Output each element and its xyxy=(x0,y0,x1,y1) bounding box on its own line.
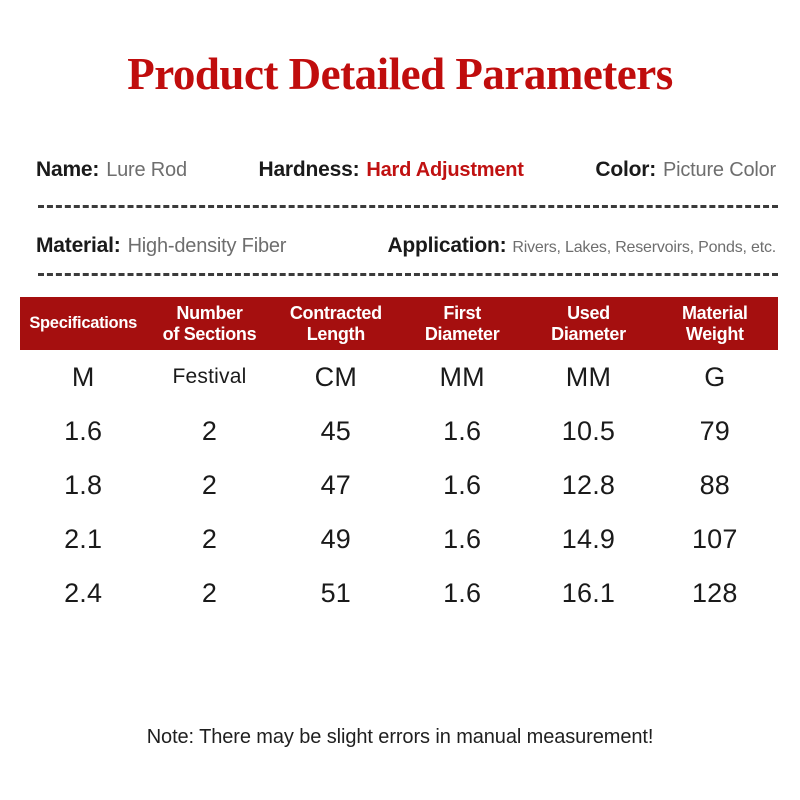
spec-label-application: Application: xyxy=(387,234,507,257)
spec-label-name: Name: xyxy=(36,158,100,181)
spec-row-name-hardness-color: Name: Lure Rod Hardness: Hard Adjustment… xyxy=(36,158,776,182)
table-row: 2.1 2 49 1.6 14.9 107 xyxy=(20,512,778,566)
measurement-note: Note: There may be slight errors in manu… xyxy=(146,726,654,748)
cell-used-diameter: 12.8 xyxy=(561,469,616,500)
cell-contracted-length: 49 xyxy=(320,523,352,554)
header-line-1: Material xyxy=(681,302,748,323)
specification-table: Specifications Number of Sections Contra… xyxy=(20,297,778,620)
unit-cell-specifications: M xyxy=(71,361,95,392)
spec-label-color: Color: xyxy=(595,158,656,181)
spec-value-name: Lure Rod xyxy=(106,159,187,181)
spec-item-hardness: Hardness: Hard Adjustment xyxy=(258,158,523,182)
cell-contracted-length: 51 xyxy=(320,577,352,608)
table-header-row: Specifications Number of Sections Contra… xyxy=(20,297,778,350)
cell-first-diameter: 1.6 xyxy=(443,523,482,554)
header-line-2: of Sections xyxy=(162,323,257,344)
cell-specifications: 2.4 xyxy=(64,577,103,608)
spec-label-hardness: Hardness: xyxy=(258,158,360,181)
cell-number-of-sections: 2 xyxy=(201,469,218,500)
header-line-1: Number xyxy=(176,302,243,323)
header-line-2: Diameter xyxy=(551,323,626,344)
unit-cell-contracted-length: CM xyxy=(314,361,358,392)
cell-first-diameter: 1.6 xyxy=(443,577,482,608)
cell-specifications: 1.8 xyxy=(64,469,103,500)
cell-number-of-sections: 2 xyxy=(201,577,218,608)
spec-value-material: High-density Fiber xyxy=(127,235,287,257)
spec-row-material-application: Material: High-density Fiber Application… xyxy=(36,234,776,258)
cell-specifications: 2.1 xyxy=(64,523,103,554)
spec-item-application: Application: Rivers, Lakes, Reservoirs, … xyxy=(387,234,776,258)
table-header-specifications: Specifications xyxy=(20,313,146,334)
spec-value-color: Picture Color xyxy=(663,159,776,181)
spec-item-name: Name: Lure Rod xyxy=(36,158,187,182)
cell-number-of-sections: 2 xyxy=(201,523,218,554)
header-line-1: Specifications xyxy=(29,314,137,332)
table-row: 2.4 2 51 1.6 16.1 128 xyxy=(20,566,778,620)
divider-line-2 xyxy=(38,273,778,276)
page-title: Product Detailed Parameters xyxy=(127,49,673,99)
table-header-contracted-length: Contracted Length xyxy=(273,303,399,345)
spec-item-color: Color: Picture Color xyxy=(595,158,776,182)
table-row: 1.8 2 47 1.6 12.8 88 xyxy=(20,458,778,512)
table-units-row: M Festival CM MM MM G xyxy=(20,350,778,404)
table-header-material-weight: Material Weight xyxy=(652,303,778,345)
header-line-1: First xyxy=(443,302,481,323)
cell-specifications: 1.6 xyxy=(64,415,103,446)
header-line-2: Diameter xyxy=(424,323,500,344)
unit-cell-material-weight: G xyxy=(704,361,726,392)
header-line-2: Length xyxy=(306,323,365,344)
divider-line-1 xyxy=(38,205,778,208)
cell-number-of-sections: 2 xyxy=(201,415,218,446)
cell-contracted-length: 45 xyxy=(320,415,352,446)
table-header-number-of-sections: Number of Sections xyxy=(146,303,272,345)
header-line-2: Weight xyxy=(685,323,744,344)
header-line-1: Contracted xyxy=(289,302,382,323)
cell-material-weight: 79 xyxy=(699,415,731,446)
header-line-1: Used xyxy=(567,302,610,323)
spec-value-hardness: Hard Adjustment xyxy=(366,159,524,181)
spec-item-material: Material: High-density Fiber xyxy=(36,234,286,258)
cell-first-diameter: 1.6 xyxy=(443,469,482,500)
table-header-used-diameter: Used Diameter xyxy=(525,303,651,345)
spec-label-material: Material: xyxy=(36,234,121,257)
cell-used-diameter: 14.9 xyxy=(561,523,616,554)
cell-material-weight: 128 xyxy=(691,577,738,608)
table-row: 1.6 2 45 1.6 10.5 79 xyxy=(20,404,778,458)
unit-cell-used-diameter: MM xyxy=(565,361,612,392)
table-header-first-diameter: First Diameter xyxy=(399,303,525,345)
cell-contracted-length: 47 xyxy=(320,469,352,500)
cell-material-weight: 88 xyxy=(699,469,731,500)
unit-cell-number-of-sections: Festival xyxy=(172,365,247,388)
cell-first-diameter: 1.6 xyxy=(443,415,482,446)
unit-cell-first-diameter: MM xyxy=(439,361,485,392)
cell-material-weight: 107 xyxy=(691,523,738,554)
cell-used-diameter: 10.5 xyxy=(561,415,616,446)
spec-value-application: Rivers, Lakes, Reservoirs, Ponds, etc. xyxy=(512,239,776,256)
cell-used-diameter: 16.1 xyxy=(561,577,616,608)
